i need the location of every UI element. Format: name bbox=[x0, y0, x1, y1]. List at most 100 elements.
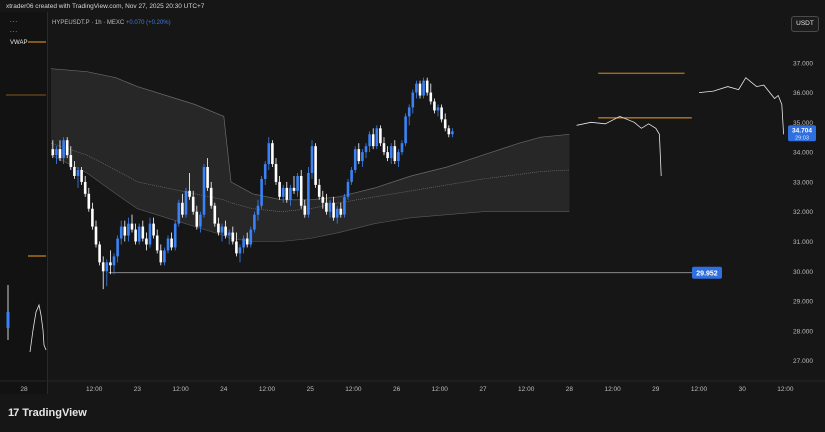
more-dots-icon[interactable]: ... bbox=[10, 18, 19, 24]
x-tick-label: 12:00 bbox=[777, 386, 794, 393]
candle-body bbox=[260, 178, 263, 206]
candle-body bbox=[163, 250, 166, 263]
candle-body bbox=[195, 211, 199, 227]
candle-body bbox=[307, 172, 310, 215]
y-tick-label: 37.000 bbox=[793, 60, 813, 67]
candle-body bbox=[217, 223, 220, 233]
left-projection bbox=[29, 303, 47, 353]
candle-body bbox=[415, 83, 418, 93]
candle-body bbox=[105, 262, 109, 272]
tv-logo-icon: 17 bbox=[8, 407, 19, 419]
candle-body bbox=[404, 116, 407, 144]
left-panel-date: 28 bbox=[20, 386, 28, 393]
symbol-name: HYPEUSDT.P · 1h · MEXC bbox=[52, 20, 125, 26]
candle-body bbox=[364, 146, 368, 153]
candle-body bbox=[357, 149, 361, 162]
candle-body bbox=[299, 175, 303, 206]
more-dots-icon-2[interactable]: ... bbox=[10, 28, 19, 34]
candle-body bbox=[353, 149, 357, 170]
candle-body bbox=[350, 170, 353, 182]
candle-body bbox=[220, 226, 224, 233]
vwap-mid-line bbox=[50, 142, 570, 213]
candle-body bbox=[112, 256, 116, 266]
y-tick-label: 36.000 bbox=[793, 90, 813, 97]
candle-body bbox=[400, 143, 404, 153]
candle-body bbox=[73, 167, 76, 176]
vwap-lower-line bbox=[50, 154, 570, 242]
candle-body bbox=[296, 175, 299, 191]
candle-body bbox=[407, 107, 411, 117]
candle-body bbox=[166, 238, 170, 251]
candle-body bbox=[418, 83, 422, 96]
candle-body bbox=[339, 208, 343, 215]
candle-body bbox=[170, 238, 173, 248]
candle-body bbox=[343, 196, 346, 215]
candle-body bbox=[314, 146, 317, 185]
x-tick-label: 12:00 bbox=[604, 386, 621, 393]
x-tick-label: 23 bbox=[134, 386, 142, 393]
candle-body bbox=[451, 131, 454, 135]
y-tick-label: 27.000 bbox=[793, 358, 813, 365]
candle-body bbox=[443, 119, 447, 129]
candle-body bbox=[91, 208, 94, 227]
candle-body bbox=[65, 140, 69, 156]
candle-body bbox=[249, 229, 253, 245]
candle-body bbox=[321, 196, 325, 203]
candle-body bbox=[134, 229, 137, 242]
x-tick-label: 30 bbox=[739, 386, 747, 393]
y-tick-label: 32.000 bbox=[793, 209, 813, 216]
candle-body bbox=[127, 223, 130, 236]
candle-body bbox=[411, 92, 415, 108]
candle-body bbox=[271, 143, 274, 165]
candle-body bbox=[83, 181, 87, 194]
candle-body bbox=[199, 214, 202, 227]
x-tick-label: 12:00 bbox=[86, 386, 103, 393]
candle-body bbox=[188, 190, 191, 197]
candle-body bbox=[58, 149, 62, 159]
candle-body bbox=[289, 187, 292, 200]
candle-body bbox=[242, 238, 245, 248]
candle-body bbox=[433, 101, 436, 111]
candle-body bbox=[371, 134, 375, 147]
price-change: +0.070 (+0.20%) bbox=[125, 20, 171, 26]
x-tick-label: 12:00 bbox=[172, 386, 189, 393]
candle-body bbox=[145, 238, 148, 245]
candle-body bbox=[191, 196, 195, 212]
candle-body bbox=[51, 149, 55, 156]
candle-body bbox=[152, 223, 155, 236]
y-tick-label: 35.000 bbox=[793, 120, 813, 127]
candle-body bbox=[184, 190, 188, 215]
candle-body bbox=[123, 226, 127, 236]
candle-body bbox=[303, 205, 307, 215]
currency-button[interactable]: USDT bbox=[791, 16, 819, 32]
y-tick-label: 34.000 bbox=[793, 150, 813, 157]
x-tick-label: 12:00 bbox=[432, 386, 449, 393]
candle-body bbox=[447, 128, 451, 135]
candle-body bbox=[159, 250, 163, 263]
candle-body bbox=[375, 128, 379, 147]
x-tick-label: 12:00 bbox=[691, 386, 708, 393]
support-price-tag bbox=[692, 266, 722, 279]
candle-body bbox=[285, 187, 289, 200]
y-tick-label: 33.000 bbox=[793, 179, 813, 186]
x-tick-label: 27 bbox=[479, 386, 487, 393]
candle-body bbox=[368, 134, 371, 147]
candle-body bbox=[317, 184, 321, 197]
candle-body bbox=[101, 262, 105, 272]
symbol-legend[interactable]: HYPEUSDT.P · 1h · MEXC +0.070 (+0.20%) bbox=[52, 20, 171, 26]
candle-body bbox=[346, 181, 350, 197]
candle-body bbox=[440, 107, 443, 120]
candle-body bbox=[386, 152, 389, 159]
candle-body bbox=[253, 214, 256, 230]
support-price-label: 29.952 bbox=[696, 271, 718, 278]
candle-body bbox=[206, 167, 209, 188]
candle-body bbox=[335, 208, 339, 218]
candle-body bbox=[94, 226, 98, 245]
candle-body bbox=[310, 146, 314, 173]
candle-body bbox=[397, 152, 400, 162]
candle-body bbox=[181, 202, 184, 215]
candle-body bbox=[422, 80, 425, 96]
candle-body bbox=[263, 164, 267, 179]
last-price-tag bbox=[788, 125, 816, 142]
